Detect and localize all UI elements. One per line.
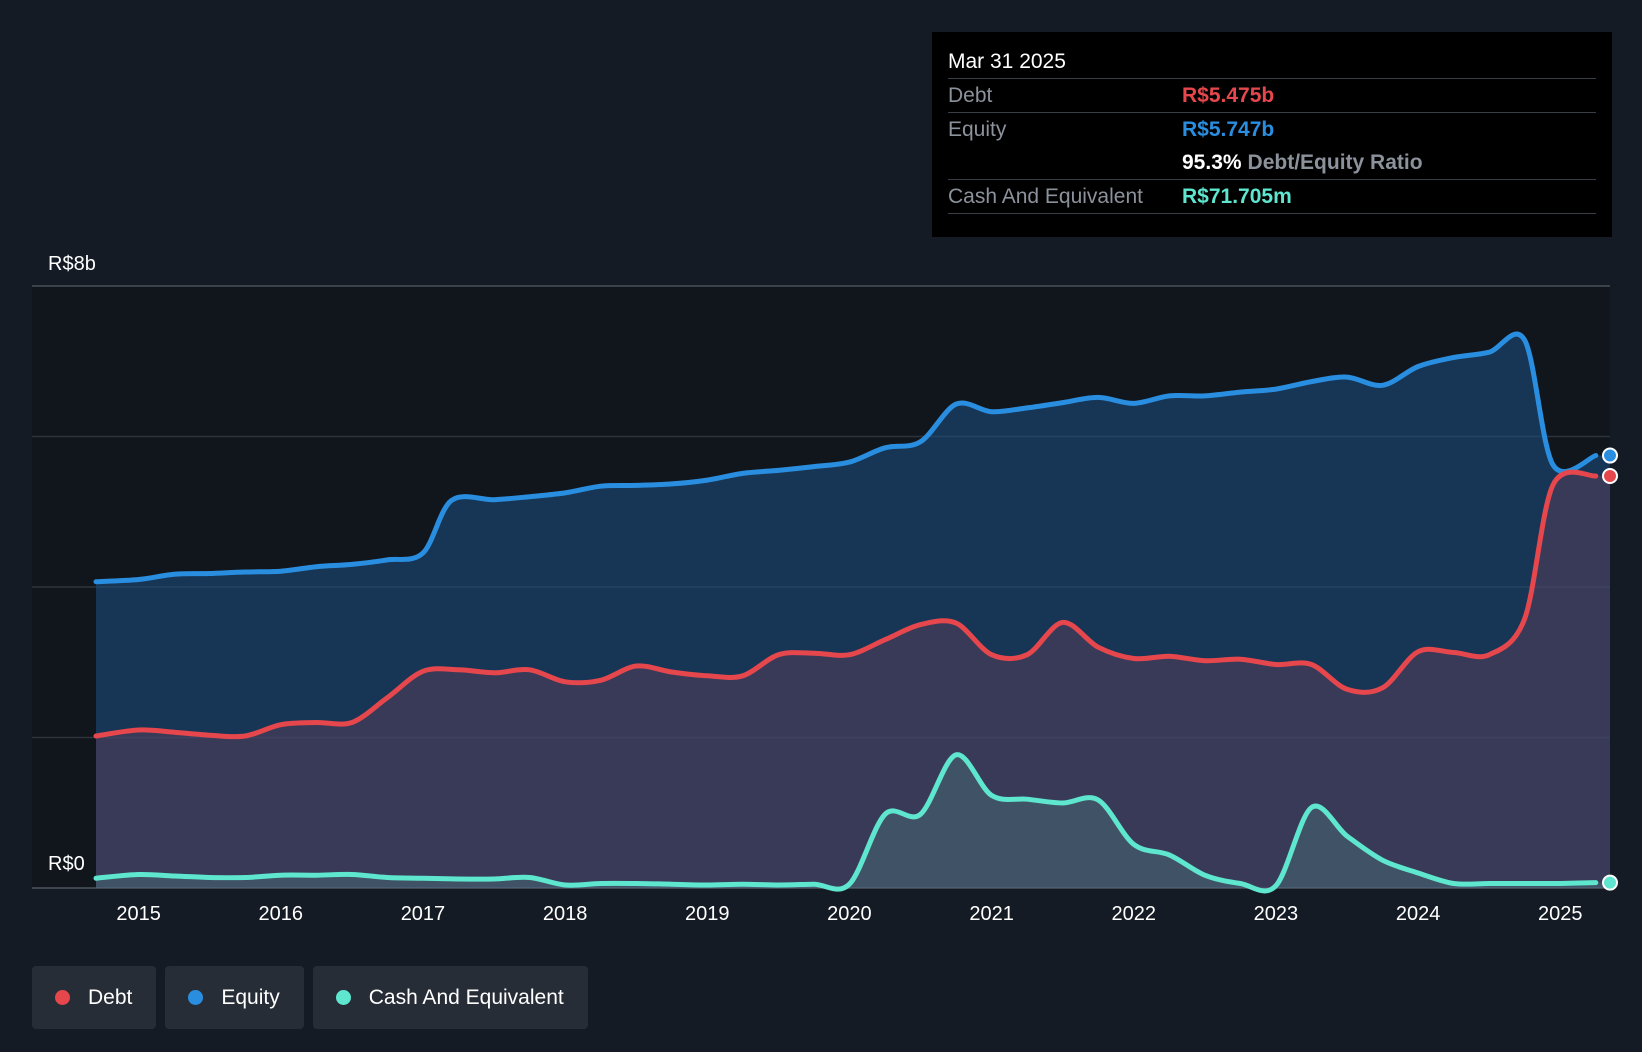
tooltip-debt-label: Debt xyxy=(948,84,993,107)
cash-area xyxy=(96,754,1610,891)
tooltip-ratio-label: Debt/Equity Ratio xyxy=(1247,151,1423,174)
x-tick-label: 2021 xyxy=(969,903,1014,925)
legend-dot-debt-icon xyxy=(55,990,70,1005)
legend-label-debt: Debt xyxy=(88,985,133,1009)
x-tick-label: 2023 xyxy=(1254,903,1299,925)
debt-area xyxy=(96,472,1610,888)
x-tick-label: 2020 xyxy=(827,903,872,925)
debt-endpoint-marker xyxy=(1602,468,1618,485)
tooltip-ratio-value: 95.3% xyxy=(1182,151,1242,174)
equity-line xyxy=(93,331,1599,585)
y-axis-bottom-label: R$0 xyxy=(48,853,85,875)
series-areas xyxy=(96,334,1610,891)
legend-dot-equity-icon xyxy=(188,990,204,1005)
x-tick-label: 2019 xyxy=(685,903,730,925)
legend-item-equity[interactable]: Equity xyxy=(165,966,304,1029)
series-lines xyxy=(93,331,1599,894)
x-tick-label: 2018 xyxy=(543,903,588,925)
tooltip-cash-label: Cash And Equivalent xyxy=(948,185,1143,208)
tooltip-equity-row: Equity R$5.747b xyxy=(948,113,1596,146)
tooltip-equity-value: R$5.747b xyxy=(1182,118,1275,141)
tooltip-equity-label: Equity xyxy=(948,118,1007,141)
legend-label-equity: Equity xyxy=(221,985,280,1009)
x-axis-ticks: 2015 2016 2017 2018 2019 2020 2021 2022 2023 2024… xyxy=(116,903,1582,925)
tooltip-date: Mar 31 2025 xyxy=(948,46,1596,79)
tooltip-ratio-row: 95.3% Debt/Equity Ratio xyxy=(948,146,1596,180)
tooltip-ratio-spacer xyxy=(948,146,1182,179)
legend-dot-cash-icon xyxy=(335,990,351,1005)
x-tick-label: 2017 xyxy=(401,903,446,925)
x-tick-label: 2025 xyxy=(1538,903,1583,925)
x-tick-label: 2015 xyxy=(116,903,161,925)
legend-item-cash[interactable]: Cash And Equivalent xyxy=(312,966,588,1029)
tooltip-debt-row: Debt R$5.475b xyxy=(948,79,1596,113)
y-axis-top-label: R$8b xyxy=(48,253,96,275)
legend-label-cash: Cash And Equivalent xyxy=(368,985,564,1009)
x-tick-label: 2024 xyxy=(1396,903,1441,925)
debt-line xyxy=(93,469,1599,740)
tooltip-cash-row: Cash And Equivalent R$71.705m xyxy=(948,180,1596,214)
legend-item-debt[interactable]: Debt xyxy=(32,966,157,1029)
tooltip: Mar 31 2025 Debt R$5.475b Equity R$5.747… xyxy=(932,32,1612,237)
cash-endpoint-marker xyxy=(1602,874,1618,891)
endpoint-markers xyxy=(1602,447,1618,891)
tooltip-cash-value: R$71.705m xyxy=(1182,185,1292,208)
x-tick-label: 2022 xyxy=(1112,903,1157,925)
tooltip-debt-value: R$5.475b xyxy=(1182,84,1275,107)
legend: Debt Equity Cash And Equivalent xyxy=(32,966,588,1029)
cash-line xyxy=(93,752,1599,894)
equity-area xyxy=(96,334,1610,888)
x-tick-label: 2016 xyxy=(259,903,304,925)
equity-endpoint-marker xyxy=(1602,447,1618,464)
